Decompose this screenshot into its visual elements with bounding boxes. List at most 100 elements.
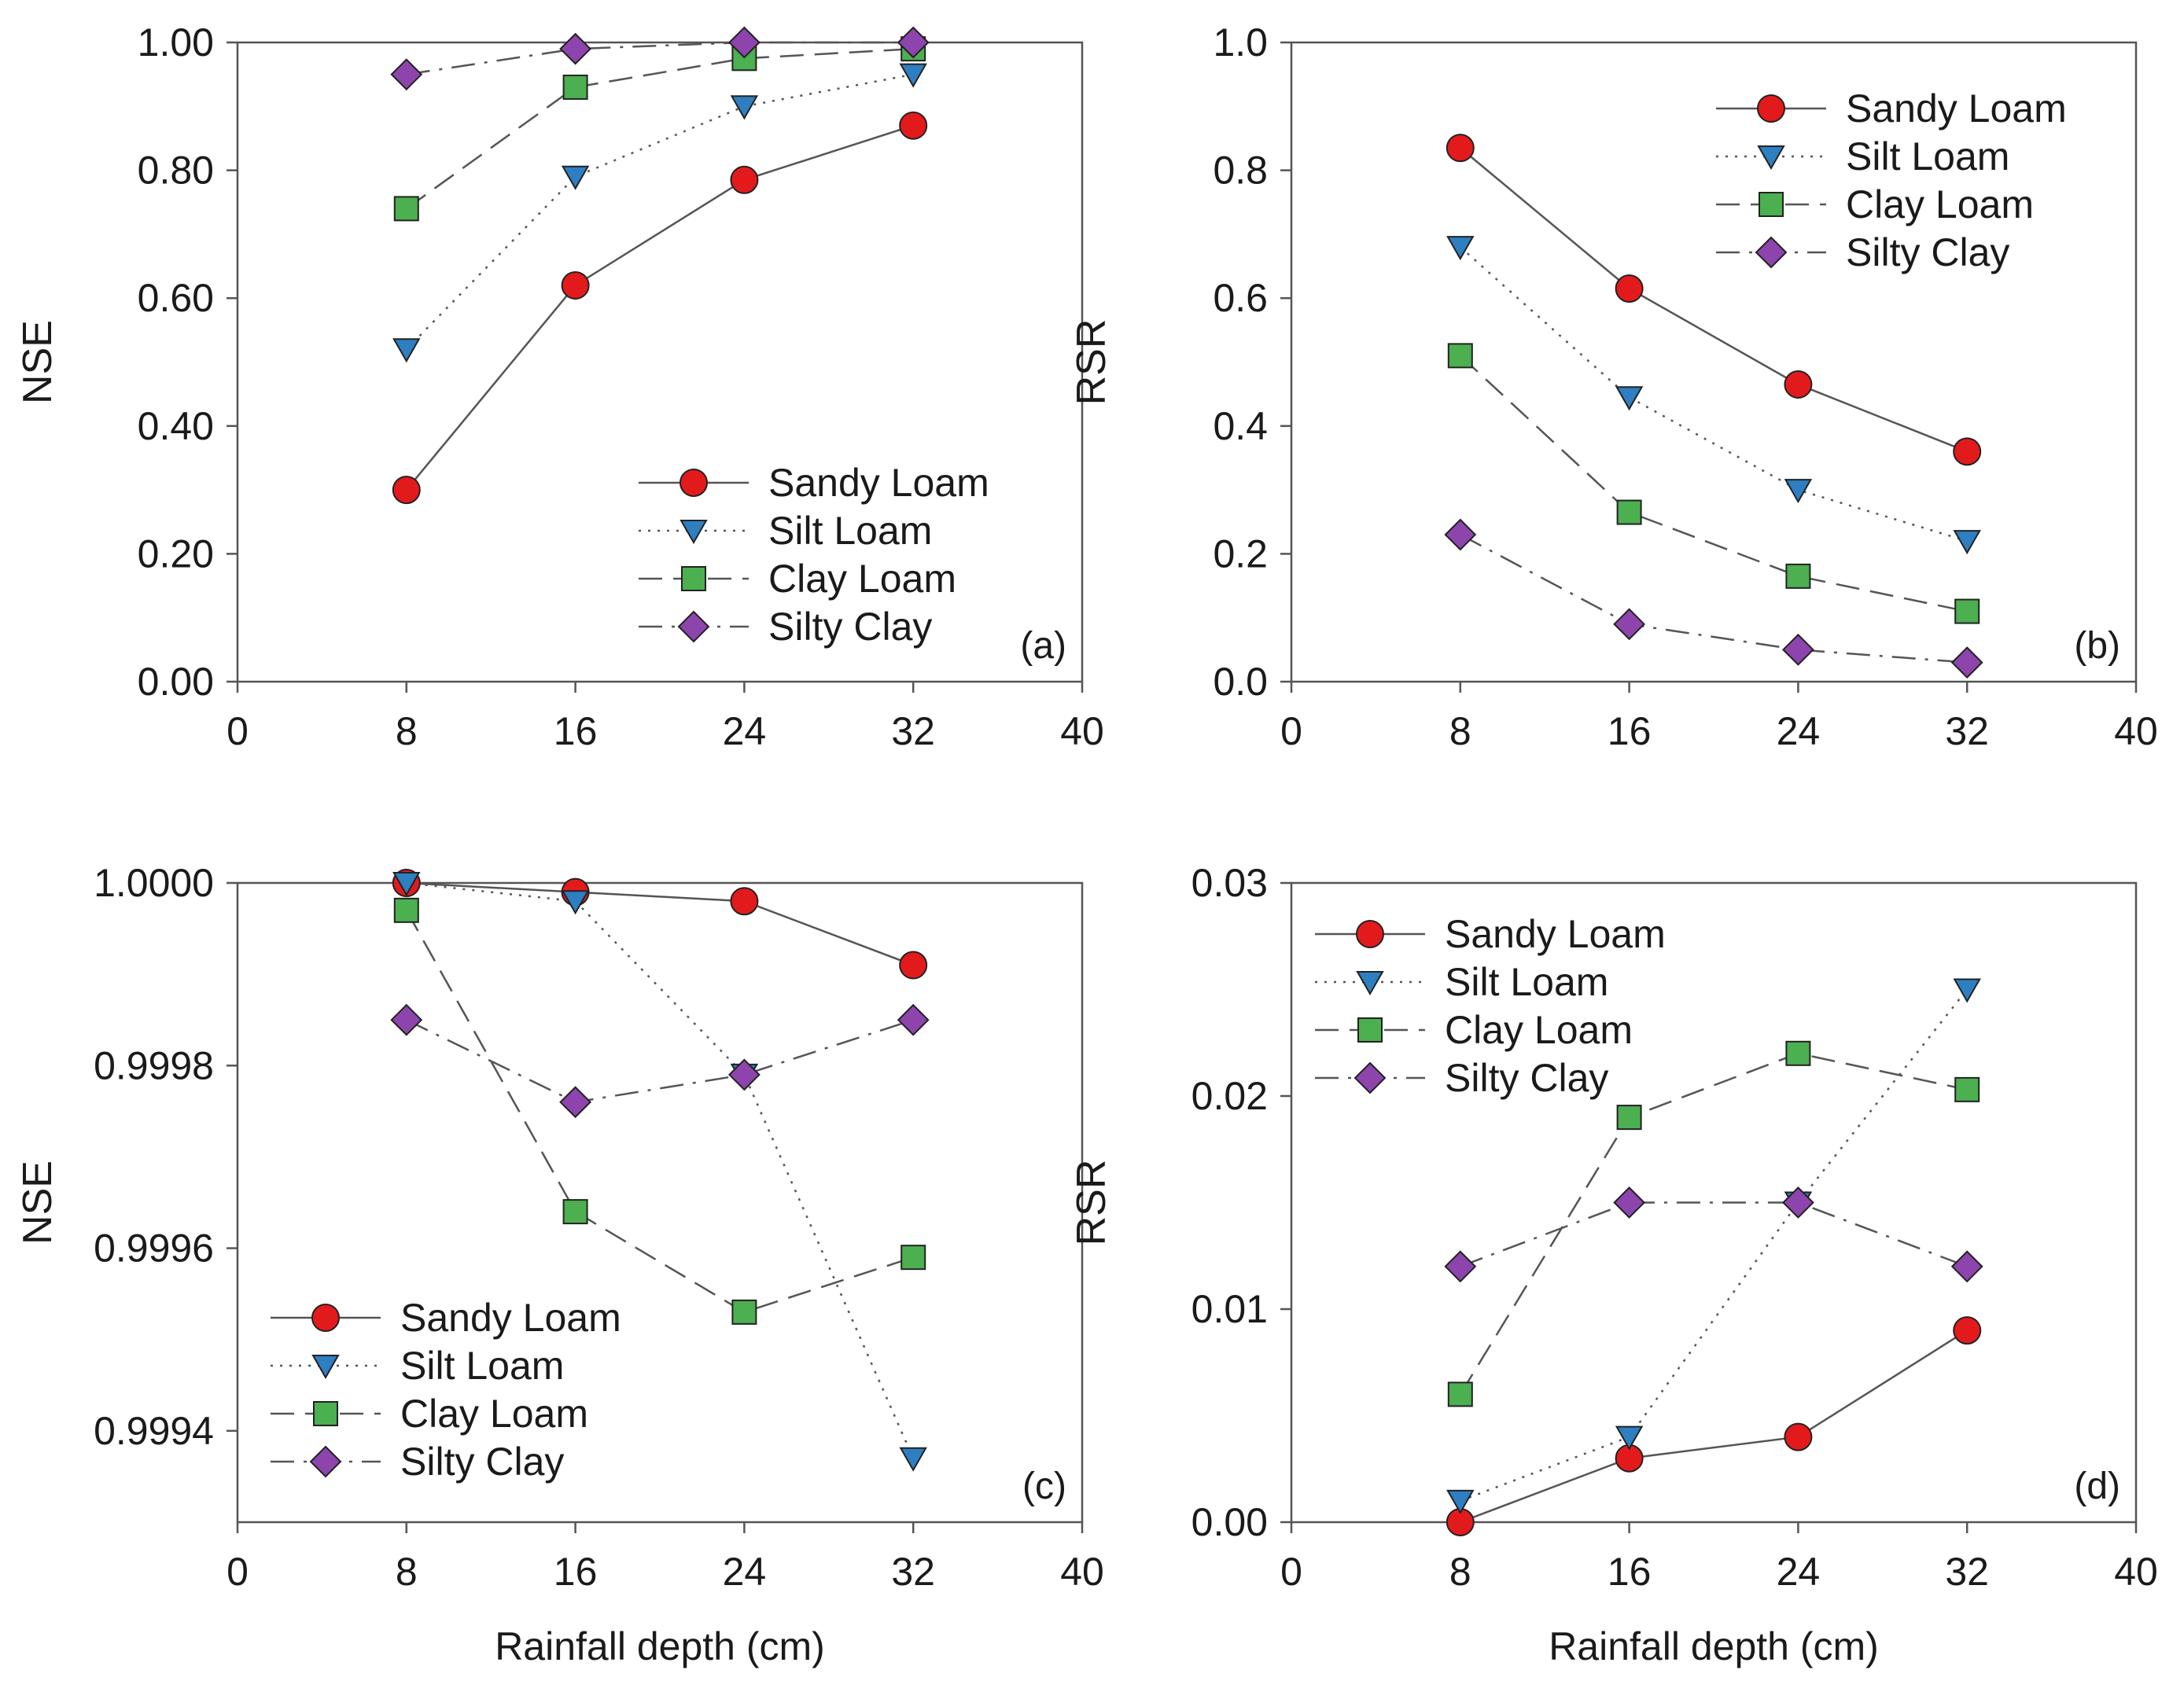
data-point-silt-loam [1615,386,1644,411]
x-tick-label: 8 [396,709,418,753]
data-point-clay-loam [1447,1381,1473,1407]
x-tick-label: 24 [1777,1550,1821,1594]
legend-marker-sandy-loam [311,1304,340,1332]
y-tick-label: 0.9994 [94,1409,214,1453]
data-point-clay-loam [1954,1076,1980,1102]
legend-label-clay-loam: Clay Loam [768,557,956,601]
data-point-silt-loam [1953,530,1981,555]
y-tick-label: 1.0000 [94,861,214,905]
data-point-clay-loam [1616,1105,1642,1131]
y-tick-label: 0.40 [138,404,214,448]
data-point-silt-loam [1446,1489,1475,1514]
data-point-silt-loam [899,1447,927,1472]
series-line-silty-clay [406,1019,914,1104]
x-tick-label: 32 [891,1550,935,1594]
data-point-sandy-loam [899,951,928,980]
legend-label-clay-loam: Clay Loam [1445,1008,1633,1052]
x-tick-label: 32 [1945,709,1989,753]
x-tick-label: 8 [1449,709,1471,753]
data-point-silty-clay [1444,1250,1477,1283]
series-line-sandy-loam [405,124,914,491]
x-tick-label: 24 [723,709,767,753]
legend-label-silty-clay: Silty Clay [400,1440,564,1484]
data-point-sandy-loam [899,111,928,140]
x-tick-label: 32 [891,709,935,753]
legend-marker-sandy-loam [1757,94,1785,123]
series-line-silt-loam [1459,246,1968,543]
panel-c-label: (c) [1022,1466,1066,1507]
panel-d-label: (d) [2074,1466,2120,1507]
panel-a-label: (a) [1020,625,1066,667]
legend-marker-silty-clay [1755,236,1788,269]
data-point-silt-loam [392,872,421,897]
x-tick-label: 0 [227,1550,249,1594]
series-line-clay-loam [1459,1052,1968,1396]
legend-marker-clay-loam [1357,1017,1383,1043]
legend-label-sandy-loam: Sandy Loam [1846,86,2067,131]
legend-label-sandy-loam: Sandy Loam [1445,912,1666,956]
data-point-silty-clay [1950,1250,1983,1283]
legend-marker-silty-clay [309,1445,342,1478]
data-point-silt-loam [561,165,590,190]
series-line-clay-loam [1459,355,1968,612]
y-tick-label: 0.8 [1213,149,1268,193]
x-tick-label: 16 [1608,1550,1652,1594]
series-line-silty-clay [406,41,914,75]
series-line-clay-loam [405,910,914,1314]
data-point-silt-loam [1953,978,1981,1003]
data-point-sandy-loam [1784,1422,1813,1451]
data-point-silt-loam [392,338,421,363]
data-point-silt-loam [730,95,759,120]
panel-c-x-axis-label: Rainfall depth (cm) [495,1624,825,1668]
legend-marker-clay-loam [681,566,706,591]
y-tick-label: 0.9998 [94,1043,214,1087]
data-point-sandy-loam [561,270,590,300]
data-point-sandy-loam [730,165,759,194]
data-point-silty-clay [559,1086,592,1119]
data-point-clay-loam [1785,563,1811,589]
x-tick-label: 0 [1280,709,1302,753]
legend-label-silty-clay: Silty Clay [1846,230,2009,274]
legend-marker-sandy-loam [680,469,708,497]
legend-label-silt-loam: Silt Loam [400,1344,564,1388]
y-tick-label: 0.01 [1191,1287,1268,1331]
data-point-sandy-loam [1784,370,1813,399]
panel-c: 0 8 16 24 32 40 0.9994 0.9996 0.9998 1.0000 NSE Rai… [15,861,1104,1668]
panel-c-y-axis-label: NSE [15,1160,61,1245]
data-point-clay-loam [1616,499,1642,525]
legend-marker-silt-loam [1356,971,1384,996]
panel-b-y-axis-label: RSR [1069,319,1114,406]
data-point-sandy-loam [1446,134,1475,163]
panel-d-frame [1290,881,2138,1524]
data-point-silty-clay [897,26,930,59]
panel-d: 0 8 16 24 32 40 0.00 0.01 0.02 0.03 RSR Rainfall de… [1069,861,2158,1668]
x-tick-label: 0 [1280,1550,1302,1594]
x-tick-label: 32 [1945,1550,1989,1594]
y-tick-label: 0.4 [1213,404,1268,448]
data-point-silty-clay [390,58,423,91]
series-line-silty-clay [1460,1201,1968,1267]
series-line-sandy-loam [1460,1330,1968,1524]
series-line-sandy-loam [406,881,914,966]
data-point-silt-loam [1446,236,1475,261]
y-tick-label: 1.0 [1213,20,1268,64]
y-tick-label: 0.9996 [94,1227,214,1271]
x-tick-label: 0 [227,709,249,753]
data-point-silty-clay [390,1003,423,1036]
data-point-clay-loam [562,1199,588,1225]
x-tick-label: 40 [2114,1550,2158,1594]
legend-marker-clay-loam [313,1401,338,1426]
y-tick-label: 1.00 [138,20,214,64]
data-point-sandy-loam [730,887,759,916]
x-tick-label: 24 [723,1550,767,1594]
data-point-clay-loam [1447,343,1473,369]
data-point-silty-clay [1444,518,1477,551]
data-point-silty-clay [1781,633,1814,666]
legend-label-silt-loam: Silt Loam [768,509,932,553]
data-point-silty-clay [727,26,761,59]
data-point-clay-loam [1954,598,1980,624]
panel-a: 0 8 16 24 32 40 0.00 0.20 0.40 0.60 0.80 1.00 NSE (a)… [15,20,1104,753]
